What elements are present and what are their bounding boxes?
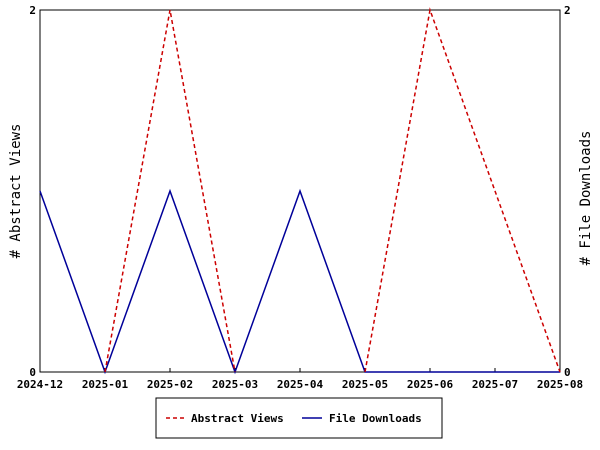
- x-tick-label: 2025-01: [82, 378, 129, 391]
- x-tick-label: 2025-02: [147, 378, 193, 391]
- series-line-file-downloads: [39, 188, 560, 375]
- y-axis-left: 02: [29, 4, 44, 379]
- y-right-tick-label: 2: [564, 4, 571, 17]
- legend-box: [155, 397, 443, 439]
- x-tick-label: 2025-04: [277, 378, 324, 391]
- y-axis-left-title: # Abstract Views: [8, 124, 24, 259]
- legend-label-abstract-views: Abstract Views: [191, 412, 284, 425]
- legend: Abstract Views File Downloads: [155, 397, 443, 439]
- x-tick-label: 2025-05: [342, 378, 388, 391]
- series-lines: [39, 7, 561, 375]
- x-tick-label: 2024-12: [17, 378, 63, 391]
- y-left-tick-label: 0: [29, 366, 36, 379]
- y-right-tick-label: 0: [564, 366, 571, 379]
- legend-label-file-downloads: File Downloads: [329, 412, 422, 425]
- series-line-abstract-views: [104, 7, 561, 373]
- x-tick-label: 2025-03: [212, 378, 258, 391]
- y-axis-right-title: # File Downloads: [578, 131, 594, 266]
- x-tick-label: 2025-08: [537, 378, 583, 391]
- y-axis-right: 02: [556, 4, 571, 379]
- y-left-tick-label: 2: [29, 4, 36, 17]
- x-tick-label: 2025-07: [472, 378, 518, 391]
- x-tick-label: 2025-06: [407, 378, 454, 391]
